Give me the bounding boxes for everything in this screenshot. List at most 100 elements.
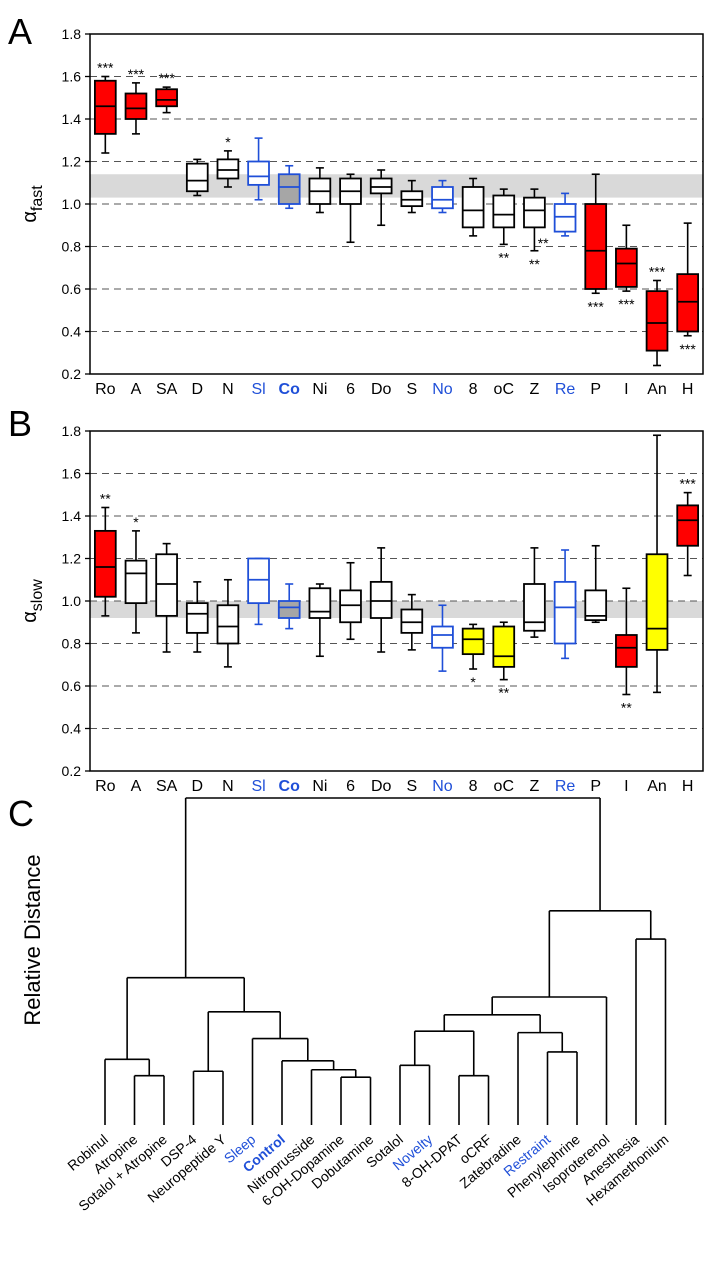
box-P [584, 203, 608, 290]
x-tick-label: A [131, 778, 142, 795]
panel-b-boxplot: 0.2 0.4 0.6 0.8 1.0 1.2 1.4 1.6 1.8 Ro ** A * SA D N Sl C… [19, 423, 704, 795]
box-SA [155, 88, 178, 108]
x-tick-label: Ro [95, 778, 116, 795]
significance-stars: ** [529, 256, 540, 272]
y-tick-label: 1.4 [62, 508, 82, 524]
x-tick-label: Co [279, 778, 301, 795]
box-Do [369, 580, 393, 619]
box-Co [277, 173, 301, 205]
x-tick-label: 8 [469, 381, 478, 398]
box-SA [155, 553, 178, 617]
box-8 [461, 627, 485, 656]
x-tick-label: No [432, 778, 453, 795]
box-Co [277, 600, 301, 619]
panel-label-b: B [8, 403, 32, 444]
box-No [431, 625, 454, 649]
y-tick-label: 1.6 [62, 69, 82, 85]
y-tick-label: 0.4 [62, 324, 82, 340]
x-tick-label: 6 [346, 778, 355, 795]
significance-stars: * [470, 674, 476, 690]
box-N [216, 604, 240, 645]
y-tick-label: 1.6 [62, 466, 82, 482]
box-S [400, 608, 424, 634]
x-tick-label: S [406, 381, 417, 398]
x-tick-label: H [682, 381, 694, 398]
y-tick-label: 1.4 [62, 111, 82, 127]
box-No [431, 186, 454, 210]
x-tick-label: Z [530, 381, 540, 398]
x-tick-label: Re [555, 381, 576, 398]
y-tick-label: 0.6 [62, 678, 82, 694]
x-tick-label: A [131, 381, 142, 398]
x-tick-label: 8 [469, 778, 478, 795]
y-tick-label: 1.0 [62, 196, 82, 212]
x-tick-label: P [590, 381, 601, 398]
significance-stars: *** [588, 298, 605, 314]
x-tick-label: Z [530, 778, 540, 795]
box-oC [492, 194, 516, 229]
box-I [615, 247, 638, 288]
panel-b-reference-band [90, 601, 703, 618]
panel-b-y-axis-label: αslow [19, 579, 46, 623]
box-H [676, 273, 699, 333]
box-H [676, 504, 699, 547]
panel-a-y-axis-label: αfast [19, 185, 46, 223]
significance-stars: *** [618, 296, 635, 312]
significance-stars: ** [498, 685, 509, 701]
panel-b-frame [89, 430, 704, 772]
box-oC [492, 625, 516, 668]
box-Sl [247, 160, 270, 186]
significance-stars: ** [538, 235, 549, 251]
x-tick-label: Ni [312, 778, 327, 795]
x-tick-label: oC [494, 381, 514, 398]
y-tick-label: 1.0 [62, 593, 82, 609]
significance-stars: *** [128, 66, 145, 82]
box-6 [339, 589, 362, 624]
significance-stars: *** [158, 70, 175, 86]
box-S [400, 190, 424, 208]
y-tick-label: 0.8 [62, 636, 82, 652]
box-P [584, 589, 608, 622]
x-tick-label: N [222, 381, 234, 398]
significance-stars: *** [679, 341, 696, 357]
x-tick-label: D [191, 778, 203, 795]
x-tick-label: No [432, 381, 453, 398]
y-tick-label: 1.2 [62, 551, 82, 567]
box-I [615, 634, 638, 668]
x-tick-label: N [222, 778, 234, 795]
box-A [124, 559, 148, 605]
significance-stars: * [133, 514, 139, 530]
box-D [185, 602, 209, 634]
x-tick-label: H [682, 778, 694, 795]
y-tick-label: 0.2 [62, 763, 82, 779]
significance-stars: *** [97, 60, 114, 76]
y-tick-label: 1.8 [62, 423, 82, 439]
x-tick-label: SA [156, 381, 178, 398]
x-tick-label: Sl [251, 778, 265, 795]
box-Do [369, 177, 393, 195]
box-Z [523, 583, 546, 632]
box-N [216, 158, 240, 180]
x-tick-label: I [624, 381, 628, 398]
x-tick-label: I [624, 778, 628, 795]
panel-label-a: A [8, 11, 32, 52]
box-An [645, 290, 669, 352]
box-A [124, 92, 148, 120]
box-Re [553, 203, 577, 233]
x-tick-label: Sl [251, 381, 265, 398]
significance-stars: ** [621, 700, 632, 716]
box-D [185, 162, 209, 193]
y-tick-label: 1.8 [62, 26, 82, 42]
y-tick-label: 0.2 [62, 366, 82, 382]
panel-a-frame [89, 33, 704, 375]
x-tick-label: An [647, 778, 667, 795]
significance-stars: *** [679, 476, 696, 492]
box-Sl [247, 557, 270, 605]
significance-stars: * [225, 134, 231, 150]
dendrogram-y-axis-label: Relative Distance [20, 854, 45, 1025]
x-tick-label: D [191, 381, 203, 398]
y-tick-label: 0.6 [62, 281, 82, 297]
panel-a-boxplot: 0.20.40.60.81.01.21.41.61.8Ro***A***SA**… [19, 26, 704, 398]
